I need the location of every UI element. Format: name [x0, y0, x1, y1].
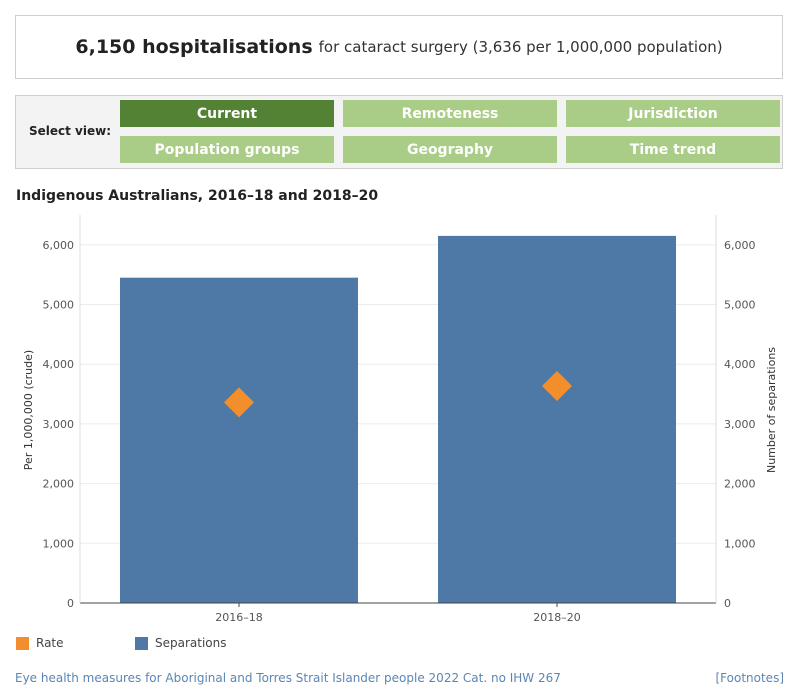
legend-separations-label: Separations: [155, 636, 227, 650]
bars: [120, 235, 676, 603]
view-button-time-trend[interactable]: Time trend: [566, 136, 780, 163]
chart-title: Indigenous Australians, 2016–18 and 2018…: [16, 188, 379, 204]
bar-separations: [120, 277, 358, 603]
x-tick-labels: 2016–18 2018–20: [215, 603, 581, 624]
right-tick-label: 3,000: [724, 418, 756, 431]
view-button-remoteness[interactable]: Remoteness: [343, 100, 557, 127]
left-axis-title: Per 1,000,000 (crude): [22, 350, 35, 470]
view-selector: Select view: Current Remoteness Jurisdic…: [15, 95, 783, 169]
chart: 0 1,000 2,000 3,000 4,000 5,000 6,000 0 1,000 2,…: [22, 215, 778, 624]
x-tick-label: 2016–18: [215, 611, 263, 624]
right-tick-label: 6,000: [724, 239, 756, 252]
x-tick-label: 2018–20: [533, 611, 581, 624]
right-tick-label: 2,000: [724, 478, 756, 491]
right-tick-label: 5,000: [724, 299, 756, 312]
legend-rate-swatch: [16, 636, 29, 650]
left-tick-label: 4,000: [43, 358, 75, 371]
view-button-geography[interactable]: Geography: [343, 136, 557, 163]
view-button-jurisdiction[interactable]: Jurisdiction: [566, 100, 780, 127]
rate-marker: [542, 370, 572, 401]
headline-count: 6,150 hospitalisations: [75, 36, 313, 58]
left-tick-label: 2,000: [43, 478, 75, 491]
view-button-current[interactable]: Current: [120, 100, 334, 127]
legend-separations-swatch: [135, 636, 148, 650]
legend-separations: Separations: [135, 636, 227, 650]
headline-box: 6,150 hospitalisations for cataract surg…: [15, 15, 783, 79]
selector-label: Select view:: [29, 124, 112, 138]
left-tick-label: 6,000: [43, 239, 75, 252]
left-tick-labels: 0 1,000 2,000 3,000 4,000 5,000 6,000: [43, 239, 75, 610]
right-tick-label: 4,000: [724, 358, 756, 371]
left-tick-label: 1,000: [43, 537, 75, 550]
rate-markers: [224, 370, 572, 418]
source-citation[interactable]: Eye health measures for Aboriginal and T…: [15, 671, 561, 685]
left-tick-label: 3,000: [43, 418, 75, 431]
headline-description: for cataract surgery (3,636 per 1,000,00…: [318, 38, 723, 56]
right-tick-label: 0: [724, 597, 731, 610]
right-axis-title: Number of separations: [765, 347, 778, 473]
legend-rate: Rate: [16, 636, 64, 650]
left-tick-label: 5,000: [43, 299, 75, 312]
bar-separations: [438, 235, 676, 603]
right-tick-label: 1,000: [724, 537, 756, 550]
left-tick-label: 0: [67, 597, 74, 610]
right-tick-labels: 0 1,000 2,000 3,000 4,000 5,000 6,000: [724, 239, 756, 610]
rate-marker: [224, 387, 254, 418]
footnotes-link[interactable]: [Footnotes]: [715, 671, 784, 685]
legend-rate-label: Rate: [36, 636, 64, 650]
view-button-population-groups[interactable]: Population groups: [120, 136, 334, 163]
